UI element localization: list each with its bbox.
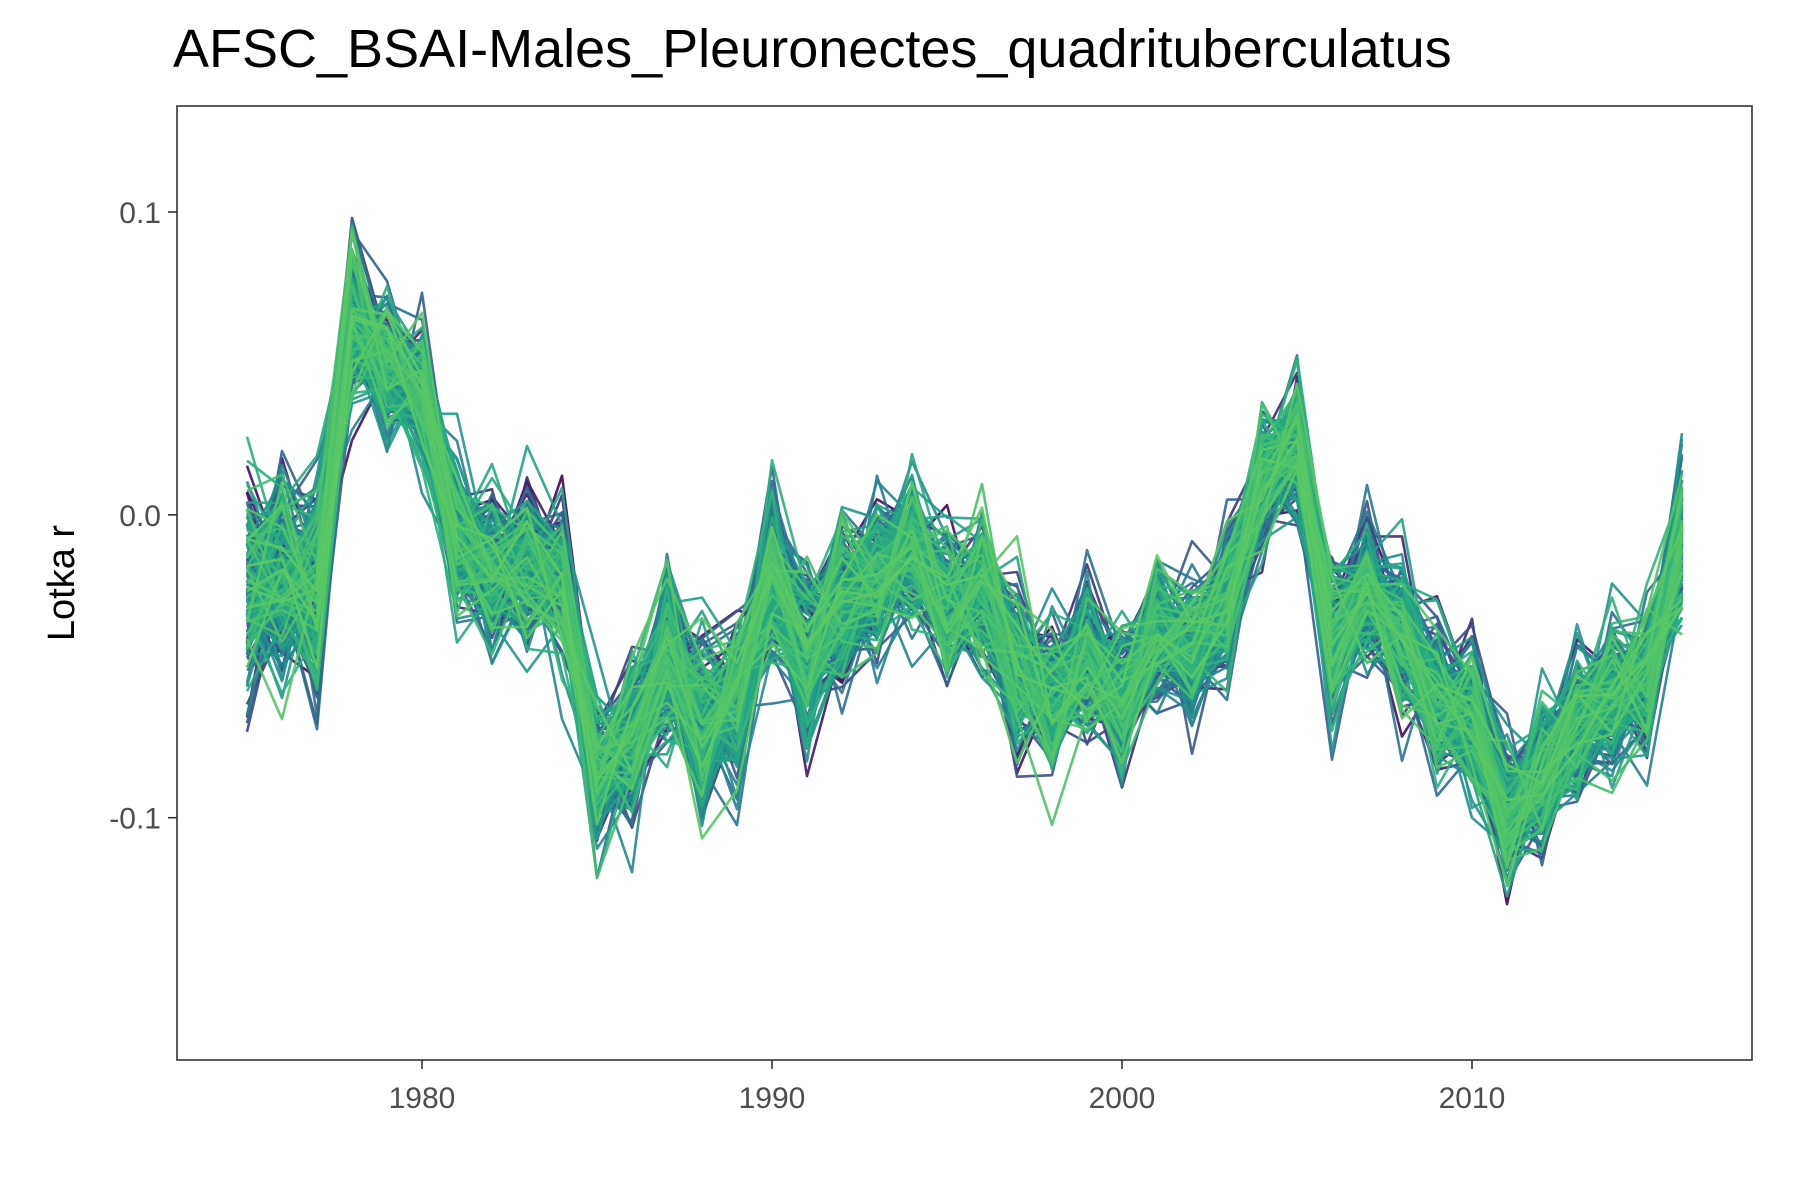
trajectory-line-200 <box>246 314 1684 826</box>
x-tick-label-1980: 1980 <box>389 1082 456 1115</box>
trajectory-line-199 <box>246 308 1683 802</box>
x-axis: 1980 1990 2000 2010 <box>389 1060 1506 1115</box>
x-tick-label-2010: 2010 <box>1439 1082 1506 1115</box>
y-tick-label-0.1: 0.1 <box>119 197 161 230</box>
panel-border <box>176 105 1753 1061</box>
y-axis: 0.1 0.0 -0.1 <box>109 197 177 836</box>
y-tick-label--0.1: -0.1 <box>109 803 161 836</box>
x-tick-label-1990: 1990 <box>739 1082 806 1115</box>
trajectory-line-192 <box>245 307 1684 832</box>
trajectory-line-198 <box>246 317 1684 870</box>
chart-title: AFSC_BSAI-Males_Pleuronectes_quadrituber… <box>173 19 1452 79</box>
trajectory-line-197 <box>246 230 1684 840</box>
y-axis-title: Lotka r <box>41 525 83 642</box>
x-tick-label-2000: 2000 <box>1089 1082 1156 1115</box>
y-tick-label-0.0: 0.0 <box>119 500 161 533</box>
trajectory-line-191 <box>246 319 1684 848</box>
trajectory-lines <box>245 216 1684 906</box>
trajectory-line-170 <box>246 338 1684 848</box>
